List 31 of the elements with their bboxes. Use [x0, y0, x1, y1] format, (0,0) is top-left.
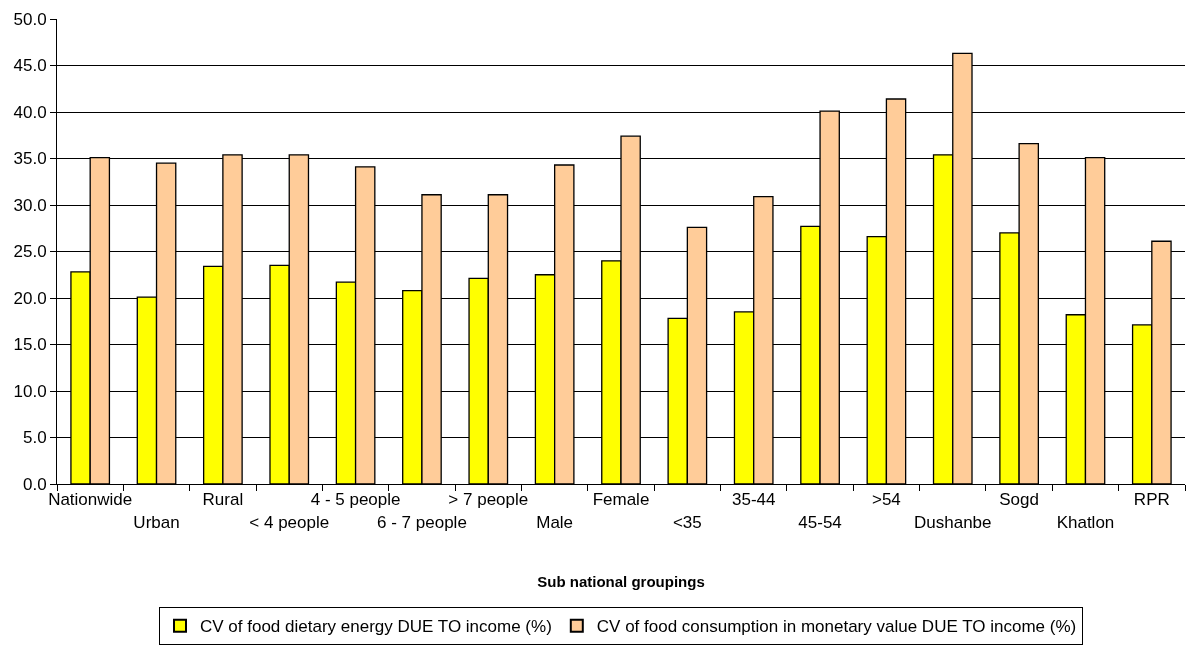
x-tick-label: Male: [536, 512, 574, 532]
y-tick-label: 0.0: [22, 474, 47, 494]
x-tick-label: Khatlon: [1056, 512, 1115, 532]
x-tick-label: 35-44: [731, 490, 776, 510]
y-tick-label: 10.0: [13, 381, 47, 401]
x-tick-label: <35: [672, 512, 702, 532]
y-tick-label: 35.0: [13, 149, 47, 169]
y-tick-label: 45.0: [13, 56, 47, 76]
x-tick-label: > 7 people: [448, 490, 529, 510]
x-tick-label: 45-54: [798, 512, 842, 532]
legend-label: CV of food dietary energy DUE TO income (%): [200, 617, 552, 637]
x-axis-title: Sub national groupings: [537, 572, 705, 590]
y-tick-label: 5.0: [22, 428, 47, 448]
y-tick-label: 25.0: [13, 242, 47, 262]
y-tick-label: 40.0: [13, 102, 47, 122]
y-tick-label: 50.0: [13, 9, 47, 29]
x-tick-label: Dushanbe: [914, 512, 992, 532]
x-tick-label: RPR: [1133, 490, 1170, 510]
x-tick-label: Nationwide: [48, 490, 133, 510]
x-tick-label: Sogd: [999, 490, 1039, 510]
y-tick-label: 15.0: [13, 335, 47, 355]
y-tick-label: 30.0: [13, 195, 47, 215]
legend-label: CV of food consumption in monetary value DUE TO income (%): [596, 617, 1077, 637]
x-tick-label: 6 - 7 people: [377, 512, 467, 532]
x-tick-label: >54: [871, 490, 901, 510]
x-tick-label: Female: [592, 490, 650, 510]
x-tick-label: Rural: [202, 490, 244, 510]
y-tick-label: 20.0: [13, 288, 47, 308]
x-tick-label: Urban: [133, 512, 180, 532]
x-tick-label: < 4 people: [249, 512, 330, 532]
x-tick-label: 4 - 5 people: [310, 490, 401, 510]
